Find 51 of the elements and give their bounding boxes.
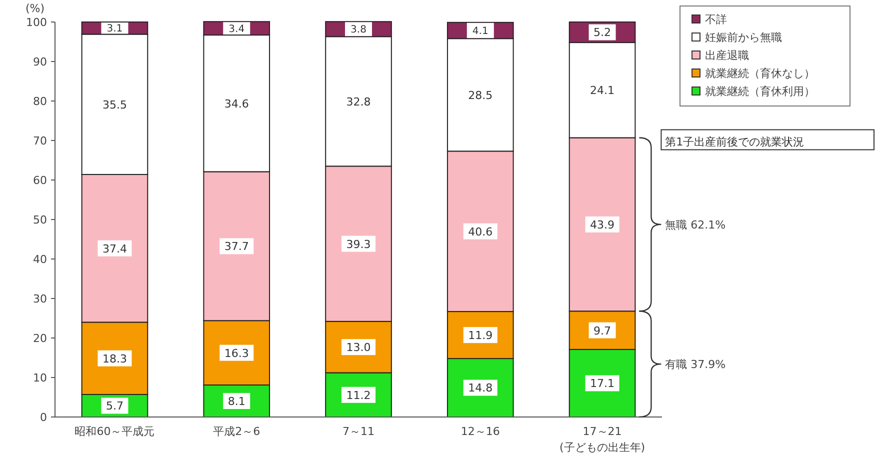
x-tick-label: 12～16 [460, 425, 500, 438]
data-label: 3.1 [106, 24, 123, 35]
data-label: 3.8 [350, 24, 366, 36]
y-axis-title: (%) [25, 2, 45, 15]
y-tick-label: 20 [33, 332, 47, 345]
data-label: 11.9 [468, 328, 493, 342]
data-label: 4.1 [472, 26, 488, 38]
data-label: 32.8 [346, 95, 371, 108]
text: 有職 37.9% [665, 358, 726, 372]
legend-label: 不詳 [705, 13, 727, 26]
data-label: 35.5 [102, 98, 127, 112]
data-label: 37.7 [224, 240, 249, 254]
y-tick-label: 0 [40, 411, 47, 424]
legend-label: 出産退職 [705, 49, 749, 62]
legend-label: 就業継続（育休利用） [705, 85, 815, 98]
y-tick-label: 80 [33, 95, 47, 108]
y-tick-label: 90 [33, 56, 47, 68]
data-label: 37.4 [102, 242, 127, 256]
x-tick-label: 7～11 [342, 425, 374, 438]
data-label: 39.3 [346, 238, 371, 251]
data-label: 34.6 [224, 97, 249, 110]
y-tick-label: 30 [33, 292, 47, 306]
data-label: 18.3 [102, 352, 127, 366]
text: 第1子出産前後での就業状況 [665, 136, 804, 149]
data-label: 8.1 [228, 394, 246, 408]
text: 無職 62.1% [665, 218, 726, 232]
x-axis-title: (子どもの出生年) [559, 441, 646, 454]
data-label: 16.3 [224, 346, 249, 360]
data-label: 5.2 [594, 26, 612, 40]
data-label: 43.9 [590, 218, 615, 232]
data-label: 3.4 [228, 24, 245, 35]
x-tick-label: 昭和60～平成元 [74, 425, 155, 438]
data-label: 24.1 [590, 84, 615, 98]
y-tick-label: 100 [26, 16, 47, 29]
x-tick-label: 平成2～6 [213, 425, 260, 438]
y-tick-label: 10 [33, 372, 47, 384]
data-label: 13.0 [346, 341, 371, 354]
data-label: 9.7 [594, 324, 612, 338]
data-label: 5.7 [106, 400, 124, 413]
data-label: 17.1 [590, 377, 615, 390]
data-label: 14.8 [468, 382, 493, 395]
x-tick-label: 17～21 [582, 425, 622, 438]
y-tick-label: 50 [33, 214, 47, 226]
text: 妊娠前から無職 [705, 31, 782, 44]
legend-label: 就業継続（育休なし） [705, 67, 815, 80]
data-label: 11.2 [346, 388, 371, 402]
y-tick-label: 40 [33, 253, 47, 266]
y-tick-label: 70 [33, 134, 47, 148]
data-label: 40.6 [468, 225, 493, 238]
data-label: 28.5 [468, 88, 493, 102]
y-tick-label: 60 [33, 174, 47, 187]
